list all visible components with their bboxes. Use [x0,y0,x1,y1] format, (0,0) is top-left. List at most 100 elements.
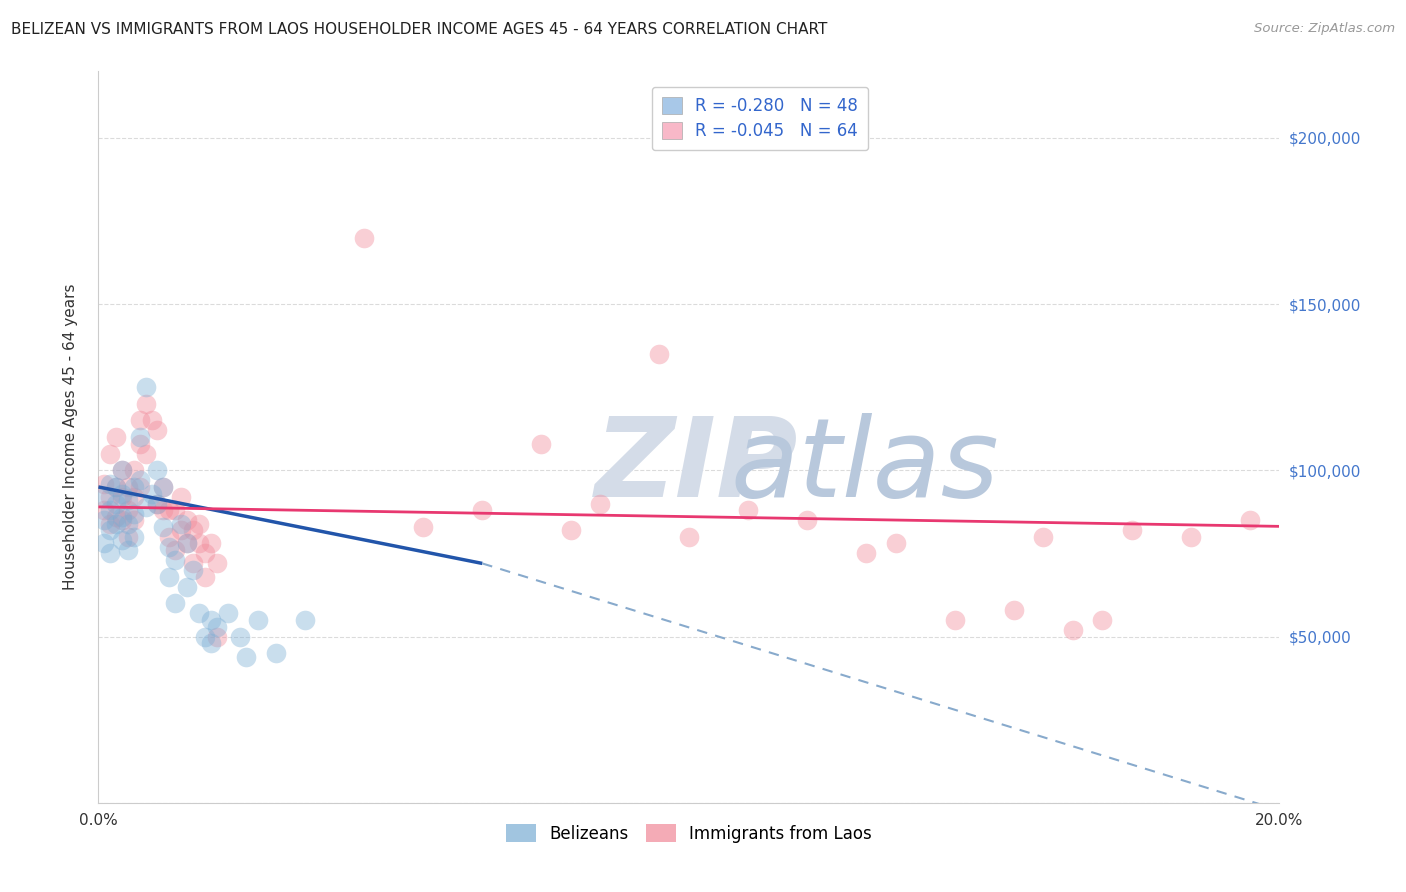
Point [264,646,287,660]
Point [135,397,157,411]
Point [170,490,193,504]
Point [117,543,139,558]
Text: atlas: atlas [730,413,998,520]
Point [117,503,139,517]
Point [205,557,228,571]
Point [105,480,128,494]
Point [117,516,139,531]
Point [146,463,169,477]
Point [176,513,198,527]
Point [187,536,209,550]
Point [111,533,134,548]
Point [141,413,163,427]
Point [111,486,134,500]
Point [412,520,434,534]
Point [122,490,145,504]
Text: ZIP: ZIP [595,413,799,520]
Point [98,546,121,560]
Point [105,516,128,531]
Point [135,380,157,394]
Point [105,509,128,524]
Point [122,530,145,544]
Point [165,503,187,517]
Point [111,463,134,477]
Point [217,607,239,621]
Point [1002,603,1025,617]
Point [152,480,174,494]
Y-axis label: Householder Income Ages 45 - 64 years: Householder Income Ages 45 - 64 years [63,284,77,591]
Point [98,476,121,491]
Point [146,497,169,511]
Point [105,497,128,511]
Point [111,513,134,527]
Point [122,513,145,527]
Point [1062,623,1084,637]
Point [165,596,187,610]
Point [93,503,115,517]
Point [93,536,115,550]
Point [294,613,316,627]
Point [589,497,612,511]
Point [122,507,145,521]
Point [157,530,180,544]
Point [471,503,494,517]
Point [157,570,180,584]
Point [194,570,217,584]
Point [93,490,115,504]
Point [105,480,128,494]
Point [111,509,134,524]
Point [170,516,193,531]
Point [98,447,121,461]
Point [205,630,228,644]
Point [943,613,966,627]
Point [181,563,204,577]
Point [1121,523,1143,537]
Point [855,546,877,560]
Point [1032,530,1054,544]
Point [135,447,157,461]
Point [353,230,375,244]
Point [152,520,174,534]
Point [157,503,180,517]
Point [93,513,115,527]
Point [170,523,193,537]
Point [128,436,150,450]
Point [117,480,139,494]
Point [146,424,169,438]
Point [128,430,150,444]
Point [246,613,269,627]
Point [98,503,121,517]
Point [187,516,209,531]
Point [187,607,209,621]
Point [678,530,700,544]
Point [229,630,252,644]
Point [152,503,174,517]
Point [205,619,228,633]
Point [128,473,150,487]
Point [111,463,134,477]
Point [200,636,222,650]
Point [141,486,163,500]
Point [737,503,759,517]
Point [200,613,222,627]
Point [1091,613,1114,627]
Point [93,476,115,491]
Point [122,480,145,494]
Point [235,649,257,664]
Point [165,543,187,558]
Text: Source: ZipAtlas.com: Source: ZipAtlas.com [1254,22,1395,36]
Point [796,513,818,527]
Point [884,536,907,550]
Point [176,536,198,550]
Point [648,347,671,361]
Point [128,413,150,427]
Point [111,490,134,504]
Point [560,523,582,537]
Point [98,523,121,537]
Point [181,557,204,571]
Point [165,553,187,567]
Point [117,530,139,544]
Point [122,463,145,477]
Point [176,536,198,550]
Point [98,490,121,504]
